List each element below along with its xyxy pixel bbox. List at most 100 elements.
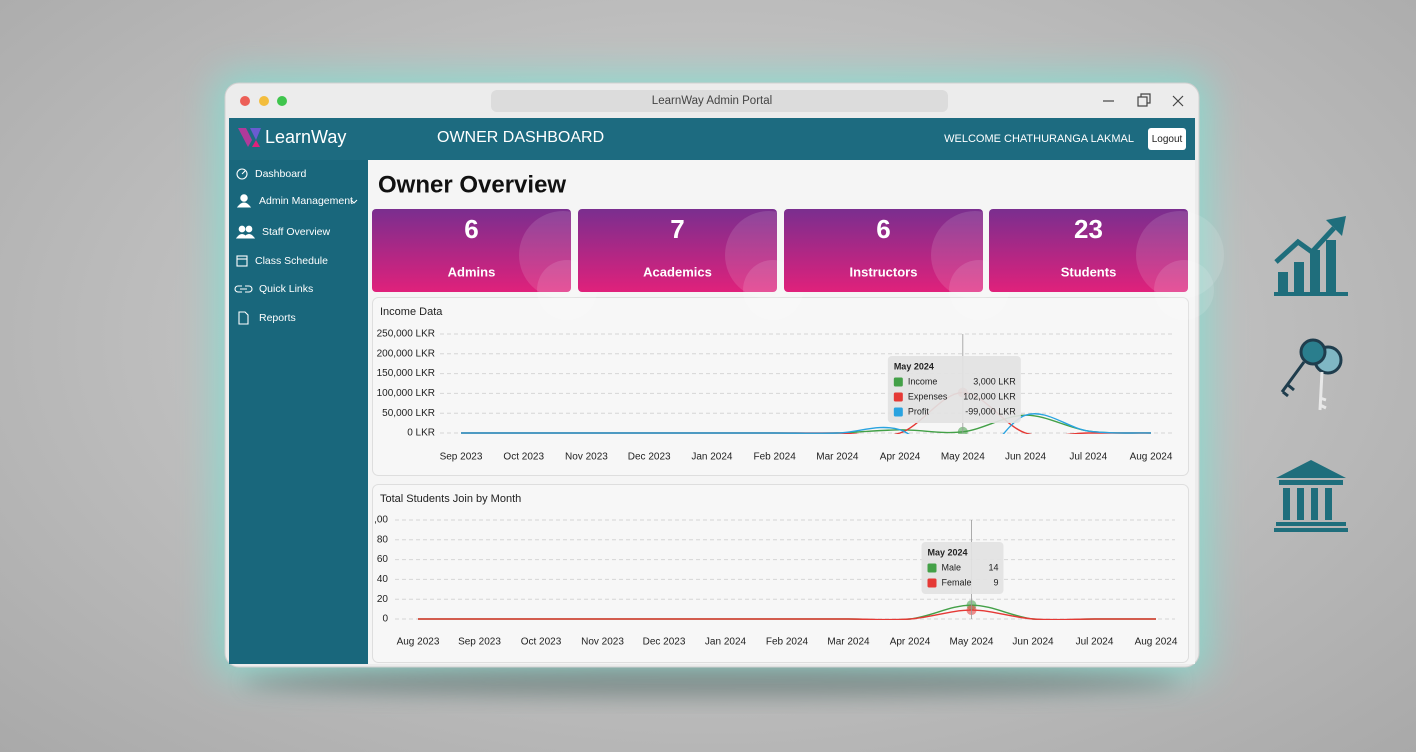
- tooltip-swatch: [893, 392, 903, 402]
- card-value: 6: [464, 214, 478, 244]
- dropdown-caret: [350, 199, 358, 204]
- card-decor: [1136, 211, 1224, 299]
- sidebar-item[interactable]: Reports: [259, 312, 296, 324]
- students-panel: [372, 484, 1189, 663]
- card-decor: [1154, 260, 1214, 320]
- window-shadow: [242, 666, 1182, 698]
- zoom-dot[interactable]: [277, 96, 287, 106]
- income-panel: [372, 297, 1189, 476]
- dashboard-title: OWNER DASHBOARD: [437, 129, 604, 146]
- brand: LearnWay: [265, 127, 346, 147]
- chart-title: Income Data: [380, 306, 443, 318]
- logout-button[interactable]: [1148, 128, 1186, 150]
- card-value: 6: [876, 214, 890, 244]
- x-tick-label: Aug 2024: [1130, 452, 1173, 463]
- x-tick-label: Nov 2023: [581, 637, 624, 648]
- x-tick-label: Apr 2024: [880, 452, 921, 463]
- close-button[interactable]: [1172, 95, 1184, 107]
- card-label: Instructors: [850, 264, 918, 279]
- tooltip-swatch: [893, 377, 903, 387]
- tooltip-series: Profit: [908, 406, 930, 416]
- x-tick-label: Jul 2024: [1069, 452, 1107, 463]
- x-tick-label: Dec 2023: [643, 637, 686, 648]
- series-line: [460, 413, 1152, 434]
- tooltip-title: May 2024: [928, 547, 968, 557]
- x-tick-label: Dec 2023: [628, 452, 671, 463]
- close-dot[interactable]: [240, 96, 250, 106]
- tooltip-series: Male: [942, 562, 962, 572]
- minimize-dot[interactable]: [259, 96, 269, 106]
- y-tick-label: 20: [377, 594, 389, 605]
- x-tick-label: Oct 2023: [503, 452, 544, 463]
- y-tick-label: 200,000 LKR: [377, 348, 435, 359]
- sidebar-item[interactable]: Staff Overview: [262, 226, 330, 238]
- y-tick-label: 100,000 LKR: [377, 388, 435, 399]
- y-tick-label: 0: [382, 614, 388, 625]
- window-title: LearnWay Admin Portal: [652, 95, 772, 107]
- card-value: 7: [670, 214, 684, 244]
- y-tick-label: 50,000 LKR: [382, 408, 435, 419]
- card-label: Admins: [448, 264, 496, 279]
- x-tick-label: Sep 2023: [458, 637, 501, 648]
- tooltip-value: 3,000 LKR: [973, 376, 1016, 386]
- x-tick-label: Sep 2023: [440, 452, 483, 463]
- y-tick-label: 250,000 LKR: [377, 329, 435, 340]
- page-title: Owner Overview: [378, 171, 566, 198]
- tooltip-value: 14: [988, 562, 998, 572]
- x-tick-label: Feb 2024: [754, 452, 797, 463]
- y-tick-label: 80: [377, 534, 389, 545]
- chart-title: Total Students Join by Month: [380, 493, 521, 505]
- x-tick-label: May 2024: [950, 637, 994, 648]
- y-tick-label: 40: [377, 574, 389, 585]
- tooltip-swatch: [893, 407, 903, 417]
- sidebar-item[interactable]: Quick Links: [259, 283, 313, 295]
- sidebar-item[interactable]: Dashboard: [255, 168, 307, 180]
- x-tick-label: Mar 2024: [816, 452, 859, 463]
- sidebar-item[interactable]: Class Schedule: [255, 255, 328, 267]
- x-tick-label: May 2024: [941, 452, 985, 463]
- x-tick-label: Jan 2024: [705, 637, 747, 648]
- tooltip-value: 102,000 LKR: [963, 391, 1016, 401]
- restore-button[interactable]: [1137, 93, 1151, 107]
- tooltip-series: Female: [942, 577, 972, 587]
- card-label: Students: [1061, 264, 1117, 279]
- y-tick-label: 0 LKR: [407, 428, 435, 439]
- tooltip-value: -99,000 LKR: [965, 406, 1016, 416]
- top-bar: [229, 118, 1195, 160]
- y-tick-label: 60: [377, 554, 389, 565]
- growth-icon: [1274, 216, 1348, 296]
- tooltip-swatch: [927, 578, 937, 588]
- tooltip-swatch: [927, 563, 937, 573]
- tooltip-title: May 2024: [894, 361, 934, 371]
- sidebar-icons: [234, 168, 256, 325]
- card-label: Academics: [643, 264, 712, 279]
- y-tick-label: ,00: [374, 515, 388, 526]
- x-tick-label: Aug 2024: [1135, 637, 1178, 648]
- logout-label[interactable]: Logout: [1152, 134, 1183, 145]
- x-tick-label: Jun 2024: [1005, 452, 1047, 463]
- x-tick-label: Mar 2024: [827, 637, 870, 648]
- address-bar: [491, 90, 948, 112]
- stat-card: [784, 209, 983, 292]
- tooltip-series: Expenses: [908, 391, 948, 401]
- keys-icon: [1280, 338, 1343, 411]
- x-tick-label: Apr 2024: [890, 637, 931, 648]
- tooltip-series: Income: [908, 376, 938, 386]
- brand-logo: [238, 128, 261, 147]
- series-line: [418, 609, 1156, 620]
- tooltip: [887, 356, 1021, 423]
- welcome-text: WELCOME CHATHURANGA LAKMAL: [944, 133, 1134, 145]
- sidebar: [229, 160, 368, 664]
- x-tick-label: Aug 2023: [397, 637, 440, 648]
- x-tick-label: Jun 2024: [1012, 637, 1054, 648]
- stat-card: [578, 209, 777, 292]
- sidebar-item[interactable]: Admin Management: [259, 195, 353, 207]
- bank-icon: [1274, 460, 1348, 532]
- x-tick-label: Jul 2024: [1076, 637, 1114, 648]
- tooltip-value: 9: [993, 577, 998, 587]
- y-tick-label: 150,000 LKR: [377, 368, 435, 379]
- card-value: 23: [1074, 214, 1103, 244]
- x-tick-label: Feb 2024: [766, 637, 809, 648]
